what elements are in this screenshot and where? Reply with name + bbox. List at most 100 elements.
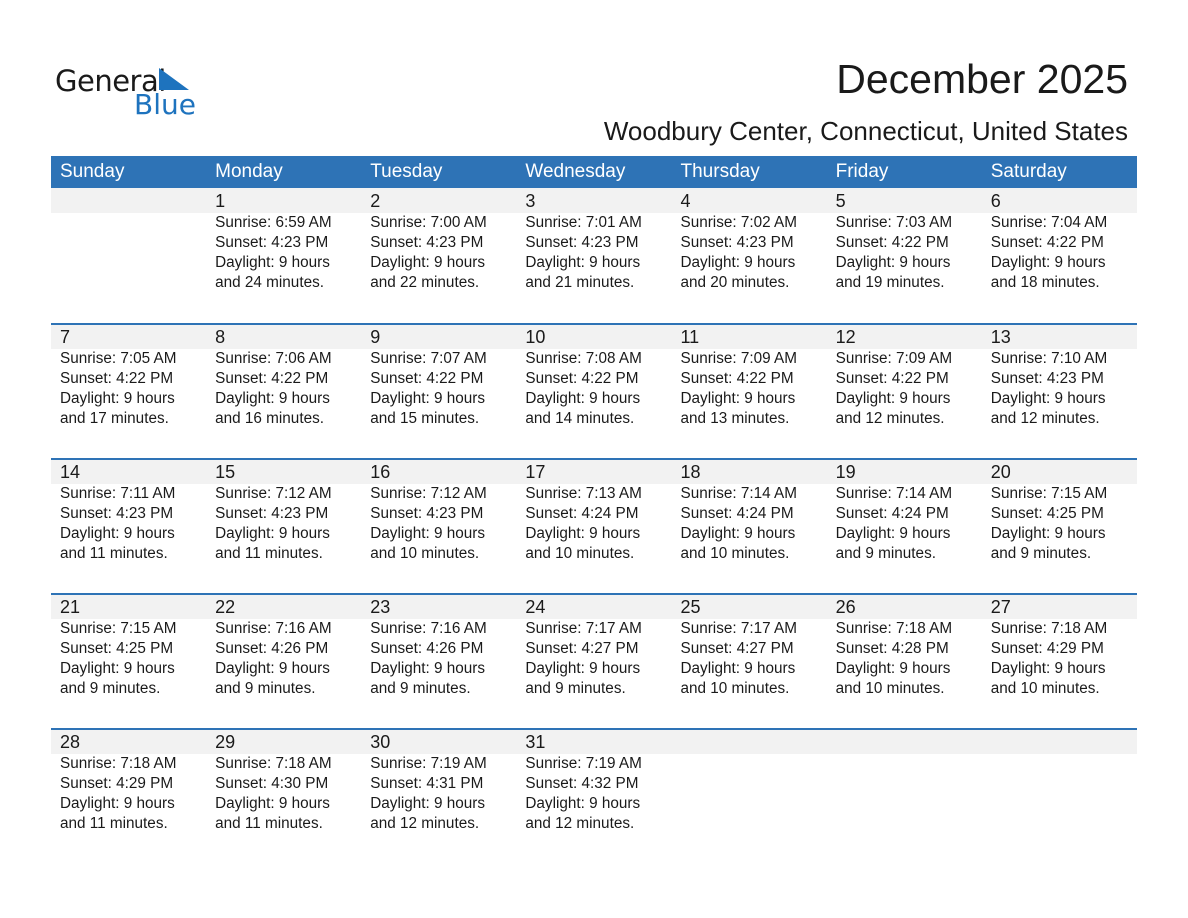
sunrise-text: Sunrise: 7:12 AM (215, 485, 332, 502)
sunrise-text: Sunrise: 7:19 AM (370, 755, 487, 772)
day-number: 5 (835, 191, 846, 211)
daylight-text: Daylight: 9 hours (835, 660, 951, 677)
sunset-text: Sunset: 4:23 PM (525, 234, 639, 251)
sunrise-text: Sunrise: 7:05 AM (60, 350, 177, 367)
sunset-text: Sunset: 4:24 PM (525, 505, 639, 522)
daylight-minutes-text: and 10 minutes. (680, 680, 790, 697)
sunrise-text: Sunrise: 7:09 AM (835, 350, 953, 367)
daylight-text: Daylight: 9 hours (680, 660, 796, 677)
sunrise-text: Sunrise: 7:18 AM (215, 755, 332, 772)
sunrise-text: Sunrise: 7:09 AM (680, 350, 798, 367)
daylight-minutes-text: and 9 minutes. (990, 545, 1092, 562)
day-number: 31 (525, 732, 546, 752)
sunset-text: Sunset: 4:24 PM (680, 505, 794, 522)
daylight-minutes-text: and 9 minutes. (370, 680, 471, 697)
day-number: 14 (60, 462, 81, 482)
week-row: 7 Sunrise: 7:05 AM Sunset: 4:22 PM Daylight… (51, 323, 1137, 458)
weekday-thursday: Thursday (680, 161, 760, 182)
day-number: 15 (215, 462, 236, 482)
daylight-minutes-text: and 12 minutes. (835, 410, 945, 427)
sunrise-text: Sunrise: 7:16 AM (370, 620, 487, 637)
sunrise-text: Sunrise: 7:12 AM (370, 485, 487, 502)
logo-word-general: General (55, 64, 166, 98)
daylight-minutes-text: and 17 minutes. (60, 410, 169, 427)
day-number: 7 (60, 327, 71, 347)
daylight-text: Daylight: 9 hours (680, 525, 796, 542)
sunrise-text: Sunrise: 7:10 AM (990, 350, 1108, 367)
sunrise-text: Sunrise: 7:19 AM (525, 755, 642, 772)
location-subtitle: Woodbury Center, Connecticut, United Sta… (603, 116, 1128, 146)
sunrise-text: Sunrise: 7:03 AM (835, 214, 953, 231)
day-cell: 24 Sunrise: 7:17 AM Sunset: 4:27 PM Dayligh… (516, 595, 671, 728)
sunrise-text: Sunrise: 7:11 AM (60, 485, 176, 502)
day-number: 1 (215, 191, 226, 211)
sunrise-text: Sunrise: 7:18 AM (990, 620, 1108, 637)
sunrise-text: Sunrise: 7:15 AM (60, 620, 177, 637)
sunset-text: Sunset: 4:23 PM (215, 234, 329, 251)
sunrise-text: Sunrise: 7:14 AM (835, 485, 953, 502)
sunset-text: Sunset: 4:23 PM (370, 234, 484, 251)
daylight-text: Daylight: 9 hours (525, 660, 641, 677)
day-number: 4 (680, 191, 691, 211)
day-number: 18 (680, 462, 701, 482)
daylight-text: Daylight: 9 hours (60, 660, 175, 677)
week-row: 21 Sunrise: 7:15 AM Sunset: 4:25 PM Dayligh… (51, 593, 1137, 728)
daylight-minutes-text: and 13 minutes. (680, 410, 790, 427)
day-cell: 20 Sunrise: 7:15 AM Sunset: 4:25 PM Dayligh… (982, 460, 1137, 593)
day-cell: 16 Sunrise: 7:12 AM Sunset: 4:23 PM Dayligh… (361, 460, 516, 593)
daylight-minutes-text: and 10 minutes. (835, 680, 945, 697)
sunrise-text: Sunrise: 7:01 AM (525, 214, 642, 231)
sunset-text: Sunset: 4:23 PM (370, 505, 484, 522)
daylight-text: Daylight: 9 hours (835, 390, 951, 407)
sunrise-text: Sunrise: 7:18 AM (60, 755, 177, 772)
day-number: 10 (525, 327, 546, 347)
empty-cell (51, 188, 206, 323)
day-number: 20 (990, 462, 1011, 482)
day-cell: 6 Sunrise: 7:04 AM Sunset: 4:22 PM Daylight… (982, 188, 1137, 323)
day-cell: 5 Sunrise: 7:03 AM Sunset: 4:22 PM Daylight… (827, 188, 982, 323)
daylight-minutes-text: and 11 minutes. (60, 815, 168, 832)
daylight-minutes-text: and 20 minutes. (680, 274, 790, 291)
sunset-text: Sunset: 4:23 PM (680, 234, 794, 251)
daylight-minutes-text: and 9 minutes. (835, 545, 936, 562)
day-cell: 11 Sunrise: 7:09 AM Sunset: 4:22 PM Dayligh… (672, 325, 827, 458)
day-cell: 23 Sunrise: 7:16 AM Sunset: 4:26 PM Dayligh… (361, 595, 516, 728)
page-title: December 2025 (836, 56, 1128, 102)
weekday-tuesday: Tuesday (370, 161, 443, 182)
day-number: 12 (835, 327, 856, 347)
daylight-minutes-text: and 11 minutes. (215, 545, 323, 562)
daylight-text: Daylight: 9 hours (215, 660, 330, 677)
day-cell: 25 Sunrise: 7:17 AM Sunset: 4:27 PM Dayligh… (672, 595, 827, 728)
day-number: 2 (370, 191, 381, 211)
daylight-minutes-text: and 12 minutes. (525, 815, 635, 832)
daylight-minutes-text: and 24 minutes. (215, 274, 324, 291)
daylight-text: Daylight: 9 hours (215, 390, 330, 407)
sunrise-text: Sunrise: 7:17 AM (680, 620, 798, 637)
weekday-sunday: Sunday (60, 161, 125, 182)
sunset-text: Sunset: 4:23 PM (990, 370, 1104, 387)
daylight-text: Daylight: 9 hours (60, 795, 175, 812)
day-number: 9 (370, 327, 381, 347)
daylight-minutes-text: and 9 minutes. (525, 680, 626, 697)
sunset-text: Sunset: 4:27 PM (525, 640, 639, 657)
sunset-text: Sunset: 4:23 PM (215, 505, 329, 522)
day-cell: 31 Sunrise: 7:19 AM Sunset: 4:32 PM Dayligh… (516, 730, 671, 863)
weekday-header: Sunday Monday Tuesday Wednesday Thursday… (51, 156, 1137, 188)
daylight-text: Daylight: 9 hours (370, 525, 486, 542)
daylight-text: Daylight: 9 hours (525, 254, 641, 271)
empty-cell (827, 730, 982, 863)
daylight-text: Daylight: 9 hours (835, 525, 951, 542)
sunset-text: Sunset: 4:31 PM (370, 775, 484, 792)
sunrise-text: Sunrise: 7:08 AM (525, 350, 642, 367)
daylight-text: Daylight: 9 hours (370, 254, 486, 271)
sunset-text: Sunset: 4:32 PM (525, 775, 639, 792)
daylight-minutes-text: and 9 minutes. (60, 680, 161, 697)
daylight-text: Daylight: 9 hours (525, 525, 641, 542)
day-cell: 2 Sunrise: 7:00 AM Sunset: 4:23 PM Daylight… (361, 188, 516, 323)
daylight-minutes-text: and 10 minutes. (525, 545, 635, 562)
day-cell: 14 Sunrise: 7:11 AM Sunset: 4:23 PM Dayligh… (51, 460, 206, 593)
day-number: 16 (370, 462, 391, 482)
sunrise-text: Sunrise: 7:00 AM (370, 214, 487, 231)
daylight-text: Daylight: 9 hours (990, 390, 1106, 407)
day-number: 3 (525, 191, 536, 211)
